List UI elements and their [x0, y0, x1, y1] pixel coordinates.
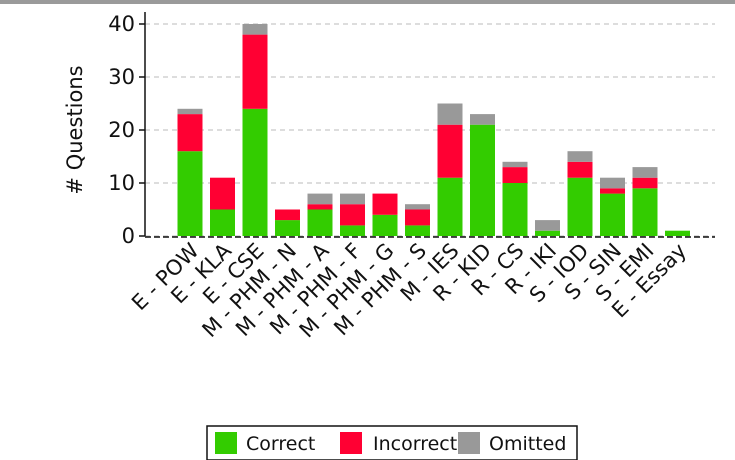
bar-incorrect-10	[502, 167, 528, 183]
y-tick-label: 30	[108, 65, 135, 89]
legend-swatch-incorrect	[340, 432, 362, 454]
axes	[144, 12, 715, 238]
bar-incorrect-7	[405, 209, 430, 226]
y-axis-title: # Questions	[63, 65, 87, 194]
bar-omitted-13	[600, 177, 625, 189]
bar-correct-1	[210, 209, 235, 236]
legend-box	[206, 425, 578, 460]
bar-correct-8	[437, 177, 463, 236]
bar-omitted-11	[535, 220, 560, 231]
bar-omitted-12	[567, 151, 593, 162]
bar-omitted-8	[437, 103, 463, 125]
y-tick-label: 40	[108, 12, 135, 36]
bar-correct-0	[177, 151, 203, 236]
y-tick-label: 20	[108, 118, 135, 142]
bar-omitted-7	[405, 204, 430, 210]
bar-incorrect-12	[567, 161, 593, 178]
legend-swatch-omitted	[458, 432, 480, 454]
bars	[177, 24, 690, 236]
bar-correct-9	[470, 124, 495, 236]
bar-incorrect-0	[177, 114, 203, 152]
y-tick-labels: 0 10 20 30 40	[108, 12, 135, 248]
bar-correct-4	[307, 209, 333, 236]
bar-incorrect-3	[275, 209, 300, 221]
bar-correct-15	[665, 230, 690, 236]
bar-correct-10	[502, 183, 528, 236]
bar-correct-3	[275, 220, 300, 236]
bar-correct-11	[535, 230, 560, 236]
bar-omitted-4	[307, 193, 333, 205]
grid-lines	[139, 23, 715, 237]
bar-correct-13	[600, 193, 625, 236]
legend-label-correct: Correct	[246, 433, 315, 455]
bar-incorrect-13	[600, 188, 625, 194]
bar-correct-6	[372, 214, 398, 236]
bar-incorrect-8	[437, 124, 463, 178]
y-tick-label: 10	[108, 171, 135, 195]
bar-correct-12	[567, 177, 593, 236]
bar-incorrect-4	[307, 204, 333, 210]
legend-swatch-correct	[215, 432, 237, 454]
legend: Correct Incorrect Omitted	[206, 425, 578, 460]
bar-omitted-2	[242, 24, 268, 35]
bar-incorrect-1	[210, 177, 235, 210]
bar-omitted-14	[632, 167, 658, 178]
y-tick-label: 0	[122, 224, 135, 248]
bar-omitted-9	[470, 114, 495, 125]
bar-omitted-5	[340, 193, 365, 205]
bar-incorrect-5	[340, 204, 365, 226]
legend-label-incorrect: Incorrect	[373, 433, 457, 455]
bar-incorrect-2	[242, 34, 268, 109]
top-border	[0, 0, 735, 4]
bar-correct-7	[405, 225, 430, 236]
bar-incorrect-14	[632, 177, 658, 189]
bar-correct-2	[242, 108, 268, 236]
bar-correct-5	[340, 225, 365, 236]
bar-correct-14	[632, 188, 658, 236]
bar-omitted-10	[502, 161, 528, 168]
legend-label-omitted: Omitted	[489, 433, 566, 455]
bar-incorrect-6	[372, 193, 398, 215]
bar-omitted-0	[177, 108, 203, 115]
